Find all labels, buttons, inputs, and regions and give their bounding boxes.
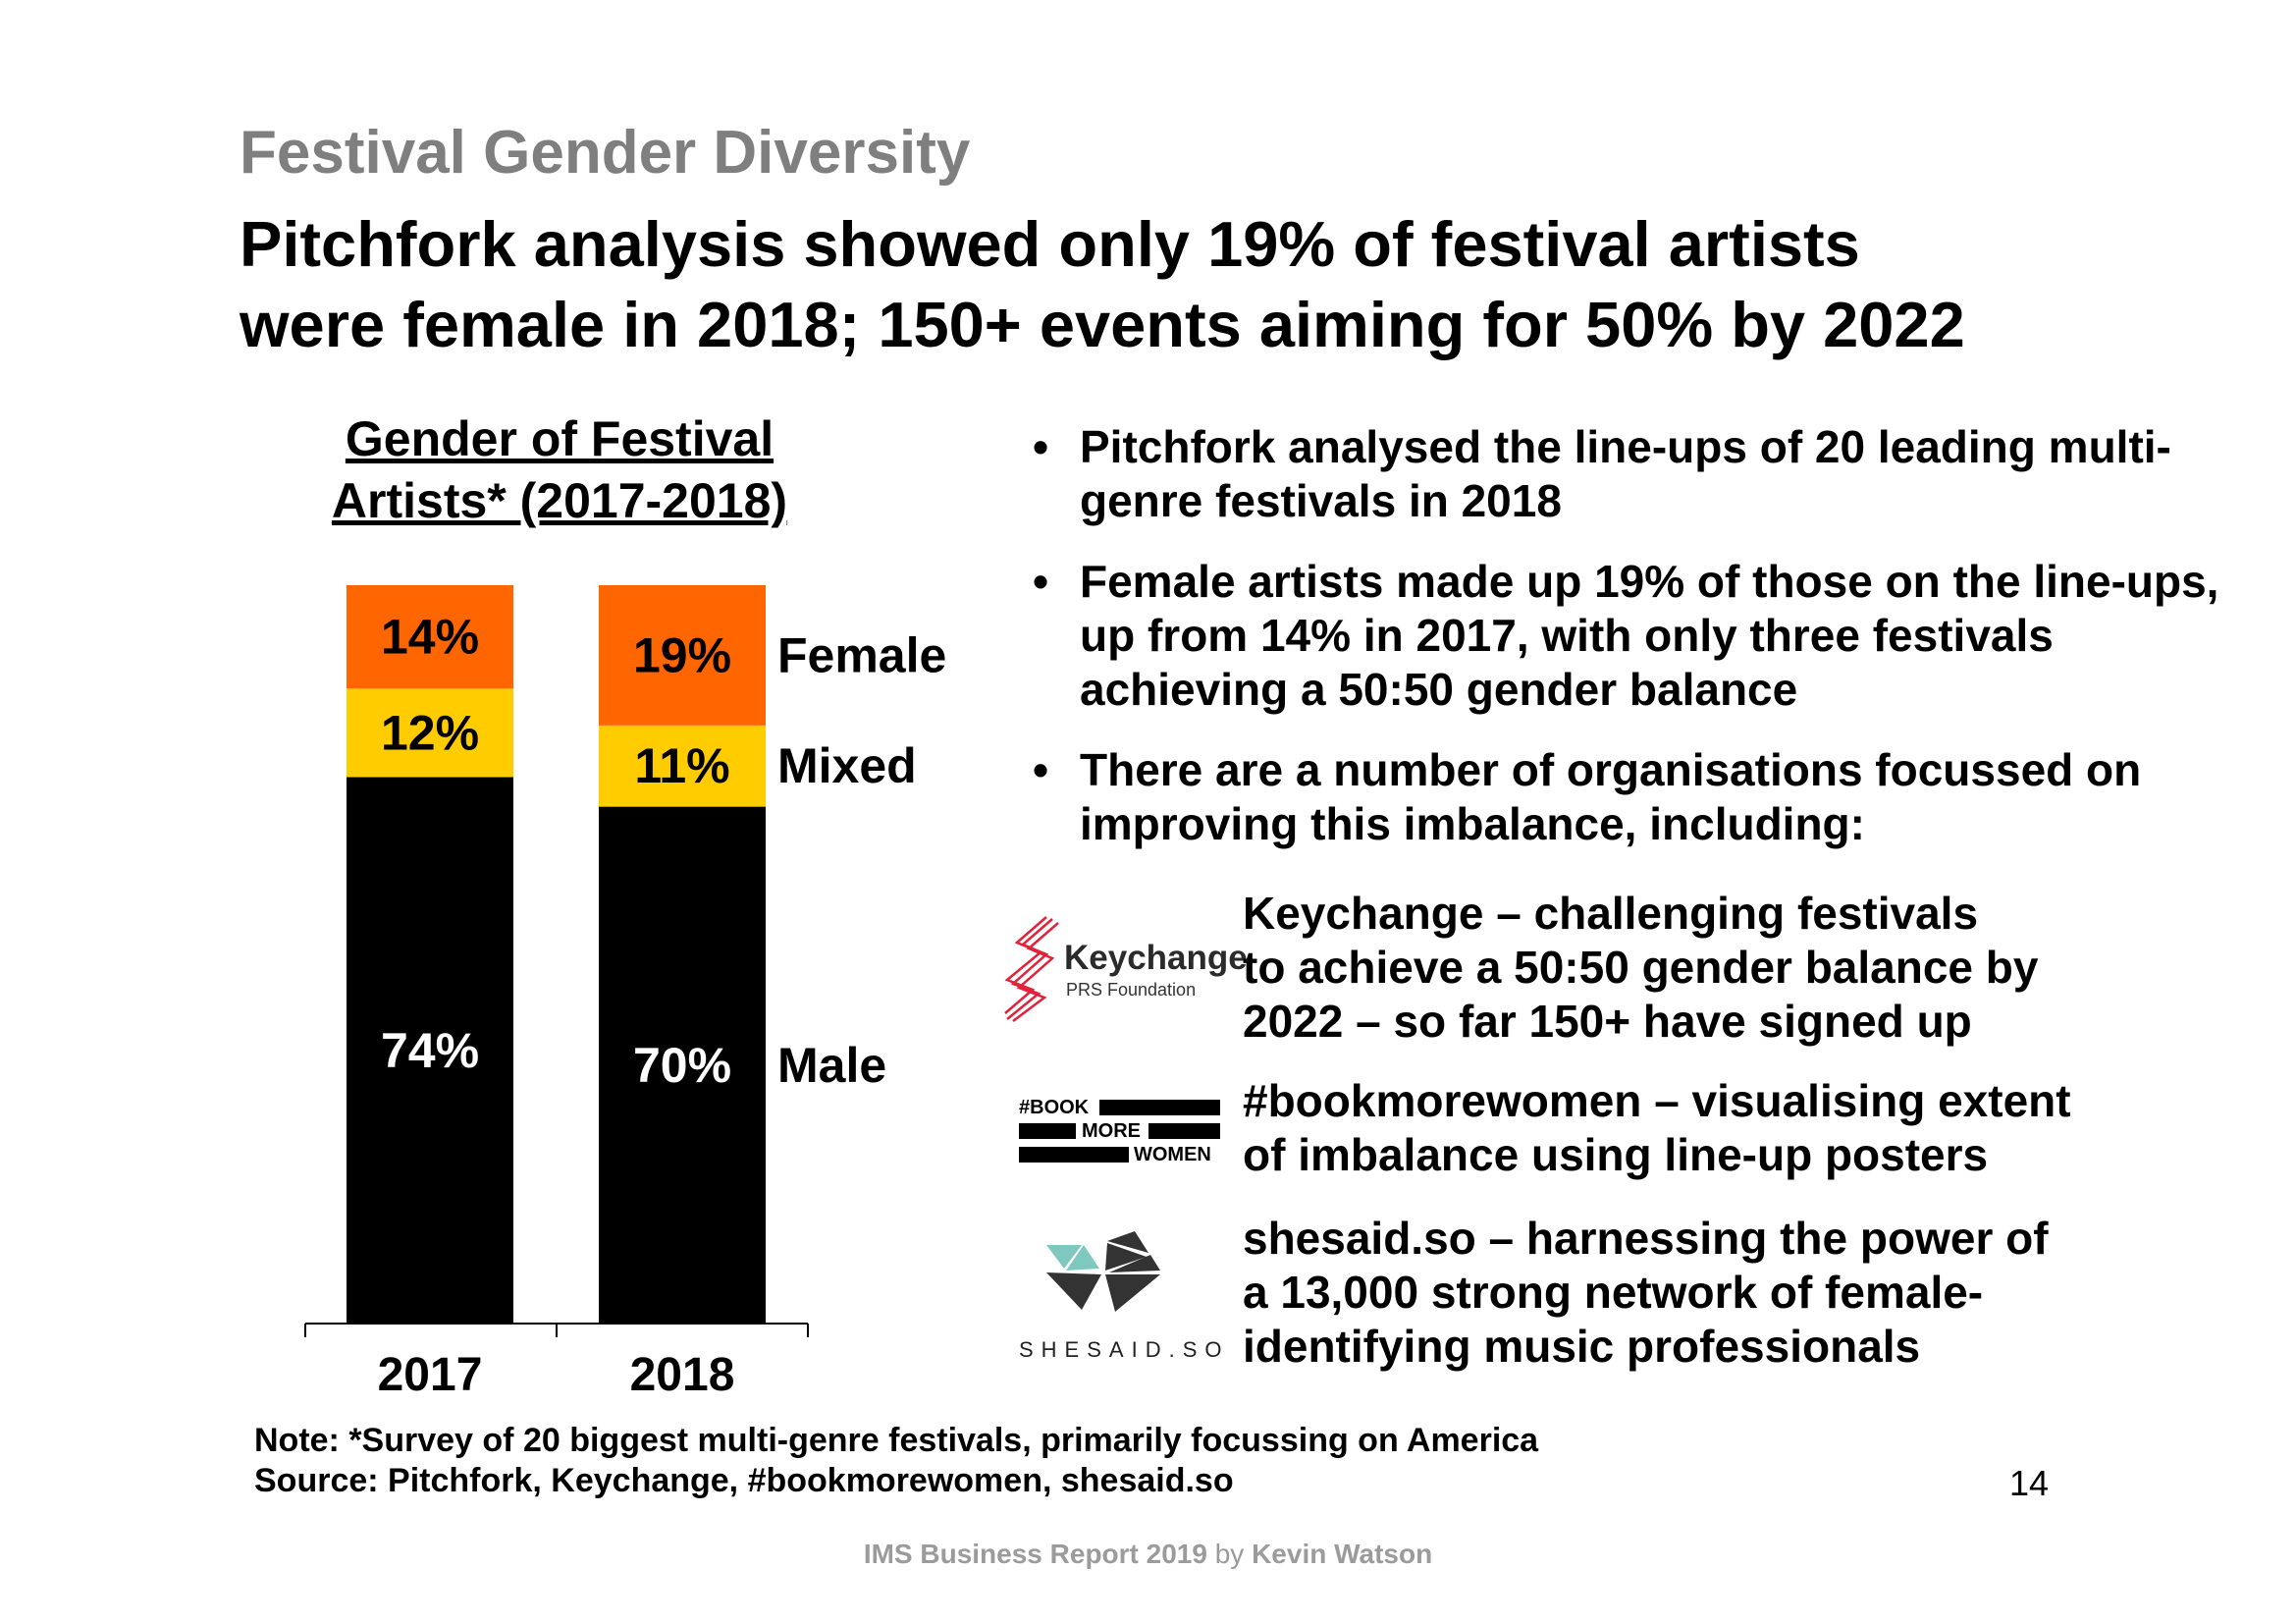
bullet-list: Pitchfork analysed the line-ups of 20 le… (1033, 420, 2260, 878)
slide-headline: Pitchfork analysis showed only 19% of fe… (240, 204, 2203, 365)
headline-line-1: Pitchfork analysis showed only 19% of fe… (240, 208, 1860, 280)
data-label-female-2017: 14% (381, 610, 479, 665)
bar-male-2018 (599, 806, 766, 1324)
chart-title-line-2: Artists* (2017-2018) (331, 473, 788, 528)
bookmorewomen-bar-icon (1148, 1123, 1220, 1139)
bookmorewomen-bar-icon (1019, 1123, 1076, 1139)
note-line: Note: *Survey of 20 biggest multi-genre … (254, 1422, 1539, 1459)
stacked-bar-chart: 74% 12% 14% 2017 70% 11% 19% 2018 Male Mixed Femal… (304, 585, 946, 1401)
legend-label-female: Female (777, 627, 946, 682)
keychange-description: Keychange – challenging festivals to ach… (1243, 887, 2224, 1049)
bullet-item: Female artists made up 19% of those on t… (1033, 555, 2260, 717)
footer-author: Kevin Watson (1252, 1539, 1433, 1569)
shesaid-description: shesaid.so – harnessing the power of a 1… (1243, 1212, 2224, 1374)
bookmorewomen-bar-icon (1099, 1100, 1220, 1115)
source-line: Source: Pitchfork, Keychange, #bookmorew… (254, 1462, 1234, 1499)
bookmorewomen-word-book: #BOOK (1019, 1097, 1090, 1118)
shesaid-logo: SHESAID.SO (1019, 1231, 1225, 1369)
bookmorewomen-logo: #BOOK MORE WOMEN (1019, 1097, 1220, 1173)
bar-female-2018 (599, 585, 766, 726)
org-line: a 13,000 strong network of female- (1243, 1267, 1984, 1318)
org-line: of imbalance using line-up posters (1243, 1129, 1989, 1180)
footer: IMS Business Report 2019 by Kevin Watson (0, 1539, 2296, 1570)
data-label-mixed-2018: 11% (634, 738, 729, 793)
data-label-female-2018: 19% (633, 627, 731, 682)
x-tick-label-2017: 2017 (378, 1349, 483, 1401)
note-source: Note: *Survey of 20 biggest multi-genre … (254, 1421, 1538, 1501)
bookmorewomen-word-more: MORE (1082, 1120, 1141, 1142)
bullet-item: Pitchfork analysed the line-ups of 20 le… (1033, 420, 2260, 528)
chart-title: Gender of Festival Artists* (2017-2018) (294, 408, 825, 532)
shesaid-emblem-icon (1046, 1231, 1160, 1312)
bar-mixed-2017 (347, 688, 513, 778)
bookmorewomen-word-women: WOMEN (1134, 1144, 1211, 1165)
bookmorewomen-description: #bookmorewomen – visualising extent of i… (1243, 1074, 2224, 1182)
footer-by: by (1214, 1539, 1245, 1569)
x-tick-label-2018: 2018 (630, 1349, 735, 1401)
keychange-zigzag-icon (1004, 916, 1059, 1022)
chart-title-line-1: Gender of Festival (345, 411, 774, 466)
page-number: 14 (2009, 1463, 2050, 1503)
data-label-mixed-2017: 12% (381, 705, 479, 760)
shesaid-logo-text: SHESAID.SO (1019, 1337, 1230, 1362)
footer-report: IMS Business Report 2019 (863, 1539, 1207, 1569)
org-line: identifying music professionals (1243, 1321, 1921, 1372)
org-line: 2022 – so far 150+ have signed up (1243, 996, 1972, 1047)
legend-label-male: Male (777, 1038, 886, 1093)
org-line: shesaid.so – harnessing the power of (1243, 1213, 2049, 1264)
headline-line-2: were female in 2018; 150+ events aiming … (240, 289, 1965, 360)
org-line: to achieve a 50:50 gender balance by (1243, 942, 2039, 993)
slide-kicker: Festival Gender Diversity (240, 119, 971, 187)
bookmorewomen-bar-icon (1019, 1147, 1129, 1163)
keychange-logo-subtext: PRS Foundation (1066, 980, 1197, 1000)
keychange-logo: Keychange PRS Foundation (1003, 915, 1248, 1023)
bar-male-2017 (347, 777, 513, 1324)
keychange-logo-text: Keychange (1064, 939, 1248, 977)
bullet-item: There are a number of organisations focu… (1033, 743, 2260, 851)
bar-female-2017 (347, 585, 513, 689)
data-label-male-2018: 70% (633, 1038, 731, 1093)
bar-mixed-2018 (599, 725, 766, 807)
data-label-male-2017: 74% (381, 1023, 479, 1078)
legend-label-mixed: Mixed (777, 738, 917, 793)
org-line: #bookmorewomen – visualising extent (1243, 1075, 2071, 1126)
org-line: Keychange – challenging festivals (1243, 888, 1979, 939)
